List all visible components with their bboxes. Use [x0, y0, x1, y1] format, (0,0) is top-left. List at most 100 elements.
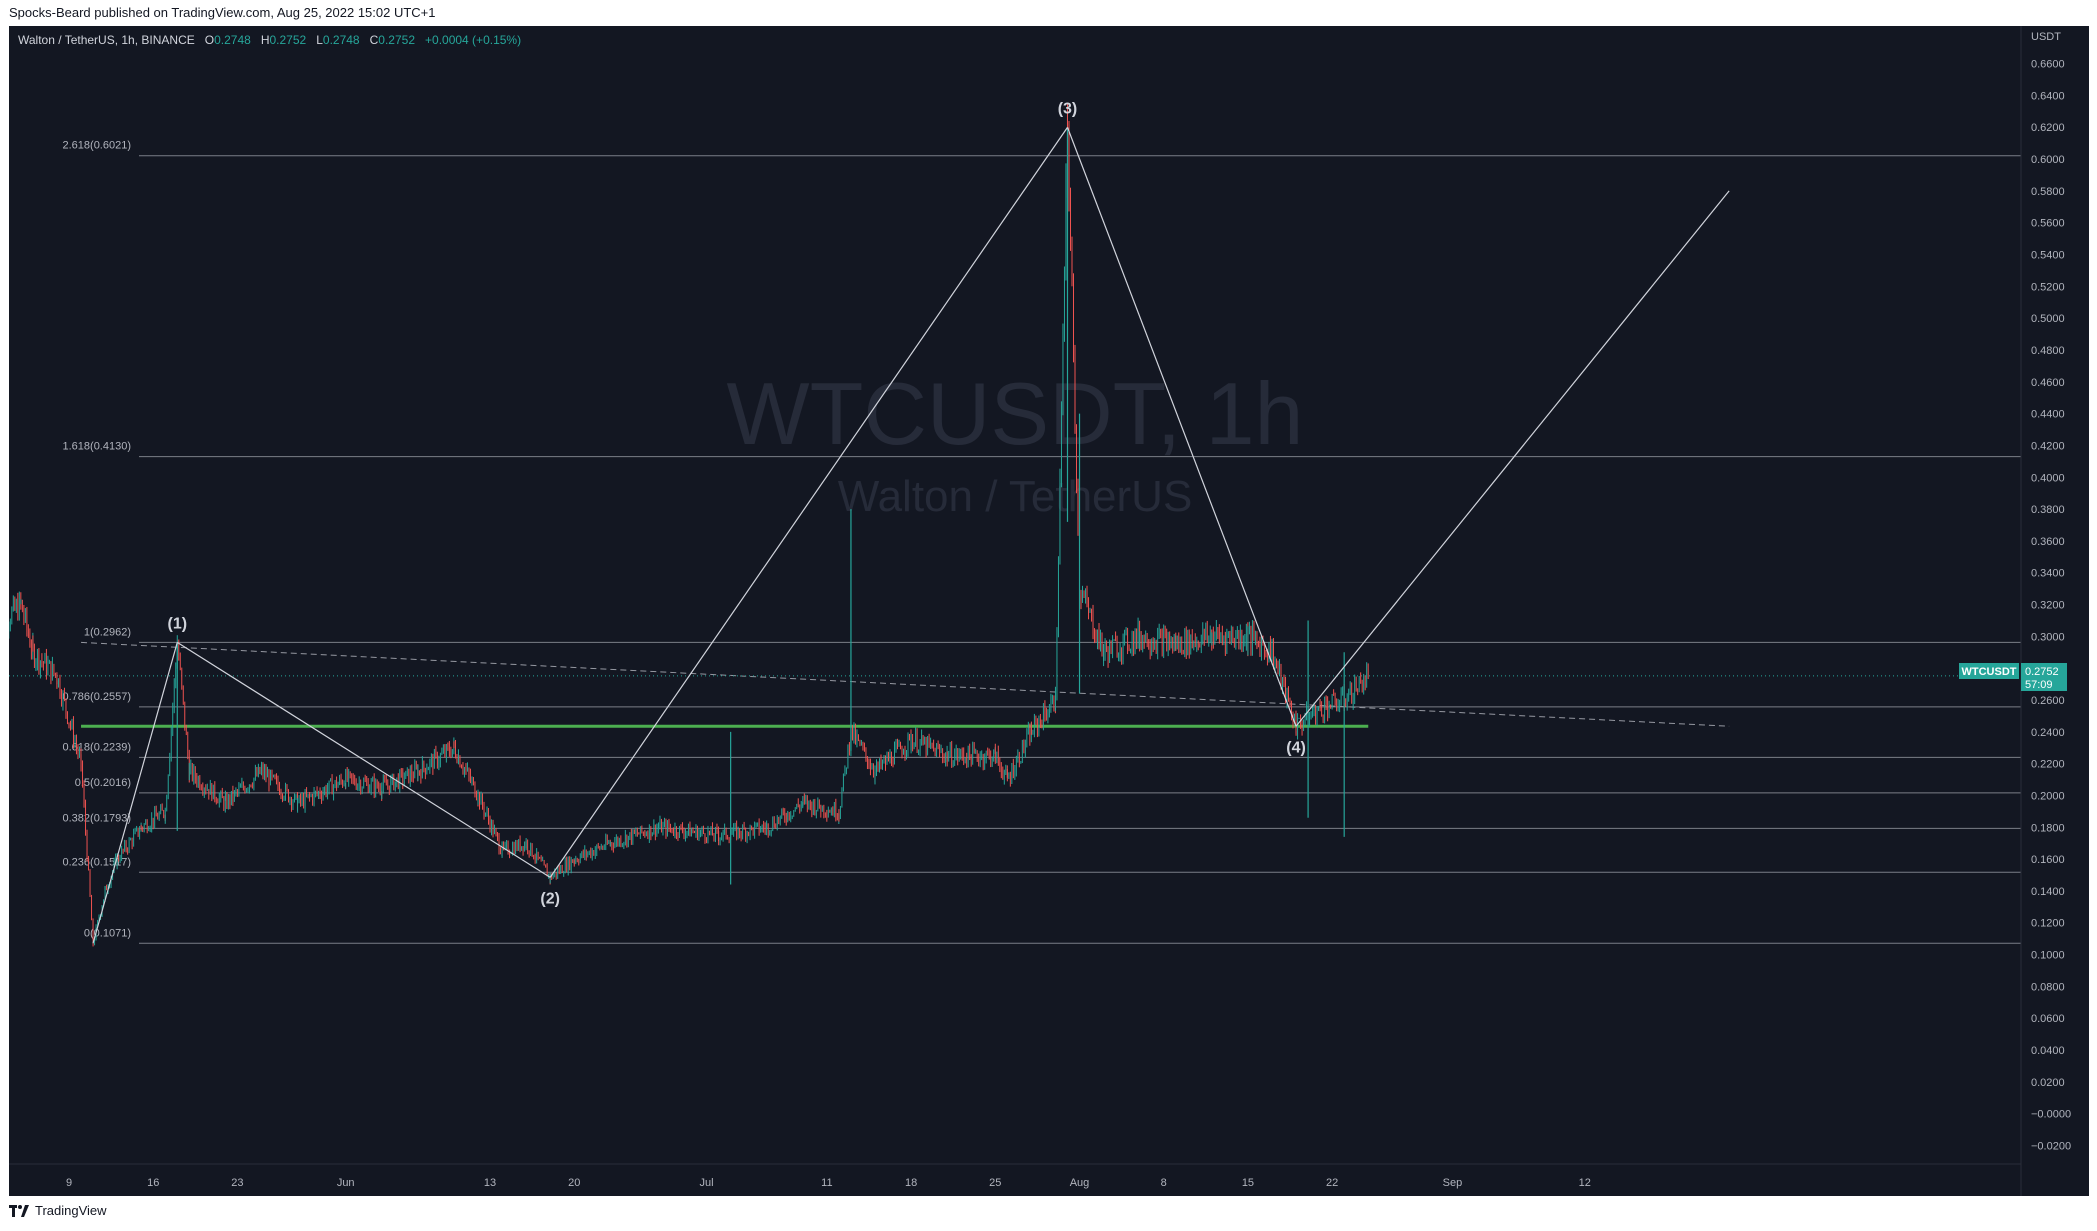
- fib-level-label: 2.618(0.6021): [63, 140, 132, 152]
- y-tick-label: 0.5200: [2031, 281, 2065, 293]
- y-tick-label: −0.0200: [2031, 1140, 2071, 1152]
- publisher-text: Spocks-Beard published on TradingView.co…: [9, 5, 436, 20]
- y-tick-label: 0.3800: [2031, 504, 2065, 516]
- fib-level-label: 0.786(0.2557): [63, 691, 132, 703]
- x-tick-label: Sep: [1443, 1177, 1463, 1189]
- wave-segment[interactable]: [92, 642, 178, 944]
- price-tag: WTCUSDT 0.2752 57:09: [1959, 663, 2067, 691]
- wave-segment[interactable]: [1066, 127, 1297, 727]
- wave-segment[interactable]: [176, 641, 551, 878]
- price-tag-symbol-bg: [1959, 663, 2019, 679]
- fib-level-label: 0.5(0.2016): [75, 777, 131, 789]
- low-value: 0.2748: [322, 33, 360, 47]
- fib-level-label: 0.618(0.2239): [63, 741, 132, 753]
- elliott-wave-lines[interactable]: [92, 127, 1730, 944]
- y-tick-label: 0.6200: [2031, 122, 2065, 134]
- tradingview-logo[interactable]: TradingView: [9, 1203, 107, 1218]
- close-label: C: [369, 33, 379, 47]
- price-tag-symbol: WTCUSDT: [1962, 666, 2017, 678]
- y-tick-label: 0.2200: [2031, 759, 2065, 771]
- x-tick-label: Aug: [1070, 1177, 1090, 1189]
- wave-labels: (1) (2) (3) (4): [167, 100, 1305, 907]
- x-tick-label: 25: [989, 1177, 1001, 1189]
- y-tick-label: 0.1800: [2031, 822, 2065, 834]
- y-tick-label: 0.0400: [2031, 1045, 2065, 1057]
- watermark-symbol: WTCUSDT, 1h: [727, 364, 1304, 463]
- candles: [0, 103, 1369, 947]
- y-tick-label: 0.3000: [2031, 631, 2065, 643]
- high-value: 0.2752: [269, 33, 307, 47]
- y-tick-label: 0.6400: [2031, 90, 2065, 102]
- fib-level-label: 0(0.1071): [84, 927, 131, 939]
- ohlc-legend: Walton / TetherUS, 1h, BINANCE O0.2748 H…: [18, 33, 521, 47]
- price-tag-price-bg: [2021, 663, 2067, 691]
- price-tag-price: 0.2752: [2025, 666, 2059, 678]
- x-tick-label: 18: [905, 1177, 917, 1189]
- fib-level-label: 1(0.2962): [84, 626, 131, 638]
- x-tick-label: 12: [1579, 1177, 1591, 1189]
- dashed-trendline[interactable]: [81, 641, 1730, 727]
- x-tick-label: 15: [1242, 1177, 1254, 1189]
- y-tick-label: 0.6000: [2031, 154, 2065, 166]
- y-tick-label: 0.5000: [2031, 313, 2065, 325]
- price-chart[interactable]: WTCUSDT, 1h Walton / TetherUS 0(0.1071)0…: [0, 26, 2089, 1196]
- watermark: WTCUSDT, 1h Walton / TetherUS: [727, 364, 1304, 521]
- brand-text: TradingView: [35, 1203, 107, 1218]
- watermark-description: Walton / TetherUS: [838, 472, 1193, 521]
- publisher-header: Spocks-Beard published on TradingView.co…: [0, 0, 2097, 26]
- x-tick-label: 8: [1161, 1177, 1167, 1189]
- y-axis-unit: USDT: [2031, 31, 2061, 43]
- x-tick-label: Jun: [337, 1177, 355, 1189]
- x-tick-label: 16: [147, 1177, 159, 1189]
- y-tick-label: −0.0000: [2031, 1109, 2071, 1121]
- chart-frame[interactable]: WTCUSDT, 1h Walton / TetherUS 0(0.1071) 0…: [0, 26, 2089, 1196]
- support-line-group[interactable]: [9, 641, 2021, 728]
- y-tick-label: 0.5400: [2031, 250, 2065, 262]
- change-value: +0.0004 (+0.15%): [425, 33, 522, 47]
- fib-level-label: 1.618(0.4130): [63, 441, 132, 453]
- wave-segment[interactable]: [1295, 190, 1730, 727]
- wave-segment[interactable]: [549, 127, 1068, 878]
- x-tick-label: 9: [66, 1177, 72, 1189]
- high-label: H: [260, 33, 270, 47]
- y-tick-label: 0.3600: [2031, 536, 2065, 548]
- wave-label: (1): [167, 615, 187, 632]
- fibonacci-levels[interactable]: 0(0.1071) 0.236(0.1517) 0.382(0.1793) 0.5(0…: [63, 140, 2022, 944]
- x-tick-label: 20: [568, 1177, 580, 1189]
- price-tag-countdown: 57:09: [2025, 679, 2053, 691]
- y-tick-label: 0.3400: [2031, 568, 2065, 580]
- y-tick-label: 0.2400: [2031, 727, 2065, 739]
- footer-bar: TradingView: [0, 1196, 2097, 1231]
- y-axis[interactable]: USDT 0.6600 0.6400 0.6200 0.6000 0.5800 0.5600…: [2020, 26, 2071, 1196]
- fib-level-label: 0.382(0.1793): [63, 812, 132, 824]
- x-tick-label: 22: [1326, 1177, 1338, 1189]
- wave-label: (4): [1286, 739, 1306, 756]
- y-tick-label: 0.4000: [2031, 472, 2065, 484]
- y-tick-label: 0.2600: [2031, 695, 2065, 707]
- x-tick-label: Jul: [700, 1177, 714, 1189]
- y-tick-label: 0.0600: [2031, 1013, 2065, 1025]
- tradingview-logo-icon: [9, 1204, 29, 1217]
- open-value: 0.2748: [214, 33, 251, 47]
- wave-label: (3): [1058, 100, 1078, 117]
- close-value: 0.2752: [378, 33, 415, 47]
- y-tick-label: 0.2000: [2031, 790, 2065, 802]
- y-tick-label: 0.4200: [2031, 440, 2065, 452]
- symbol-description: Walton / TetherUS, 1h, BINANCE: [18, 33, 195, 47]
- x-axis[interactable]: 9 16 23 Jun 13 20 Jul 11 18 25 Aug 8 15 22 Sep 12: [9, 1163, 2021, 1189]
- y-tick-label: 0.0800: [2031, 981, 2065, 993]
- y-tick-label: 0.4600: [2031, 377, 2065, 389]
- y-tick-label: 0.5600: [2031, 218, 2065, 230]
- fib-level-label: 0.236(0.1517): [63, 856, 132, 868]
- y-tick-label: 0.5800: [2031, 186, 2065, 198]
- low-label: L: [316, 33, 323, 47]
- y-tick-label: 0.1000: [2031, 950, 2065, 962]
- y-tick-label: 0.1600: [2031, 854, 2065, 866]
- y-tick-label: 0.1400: [2031, 886, 2065, 898]
- x-tick-label: 11: [821, 1177, 832, 1189]
- y-tick-label: 0.3200: [2031, 600, 2065, 612]
- open-label: O: [204, 33, 215, 47]
- y-tick-label: 0.1200: [2031, 918, 2065, 930]
- y-tick-label: 0.6600: [2031, 59, 2065, 71]
- wave-label: (2): [540, 890, 560, 907]
